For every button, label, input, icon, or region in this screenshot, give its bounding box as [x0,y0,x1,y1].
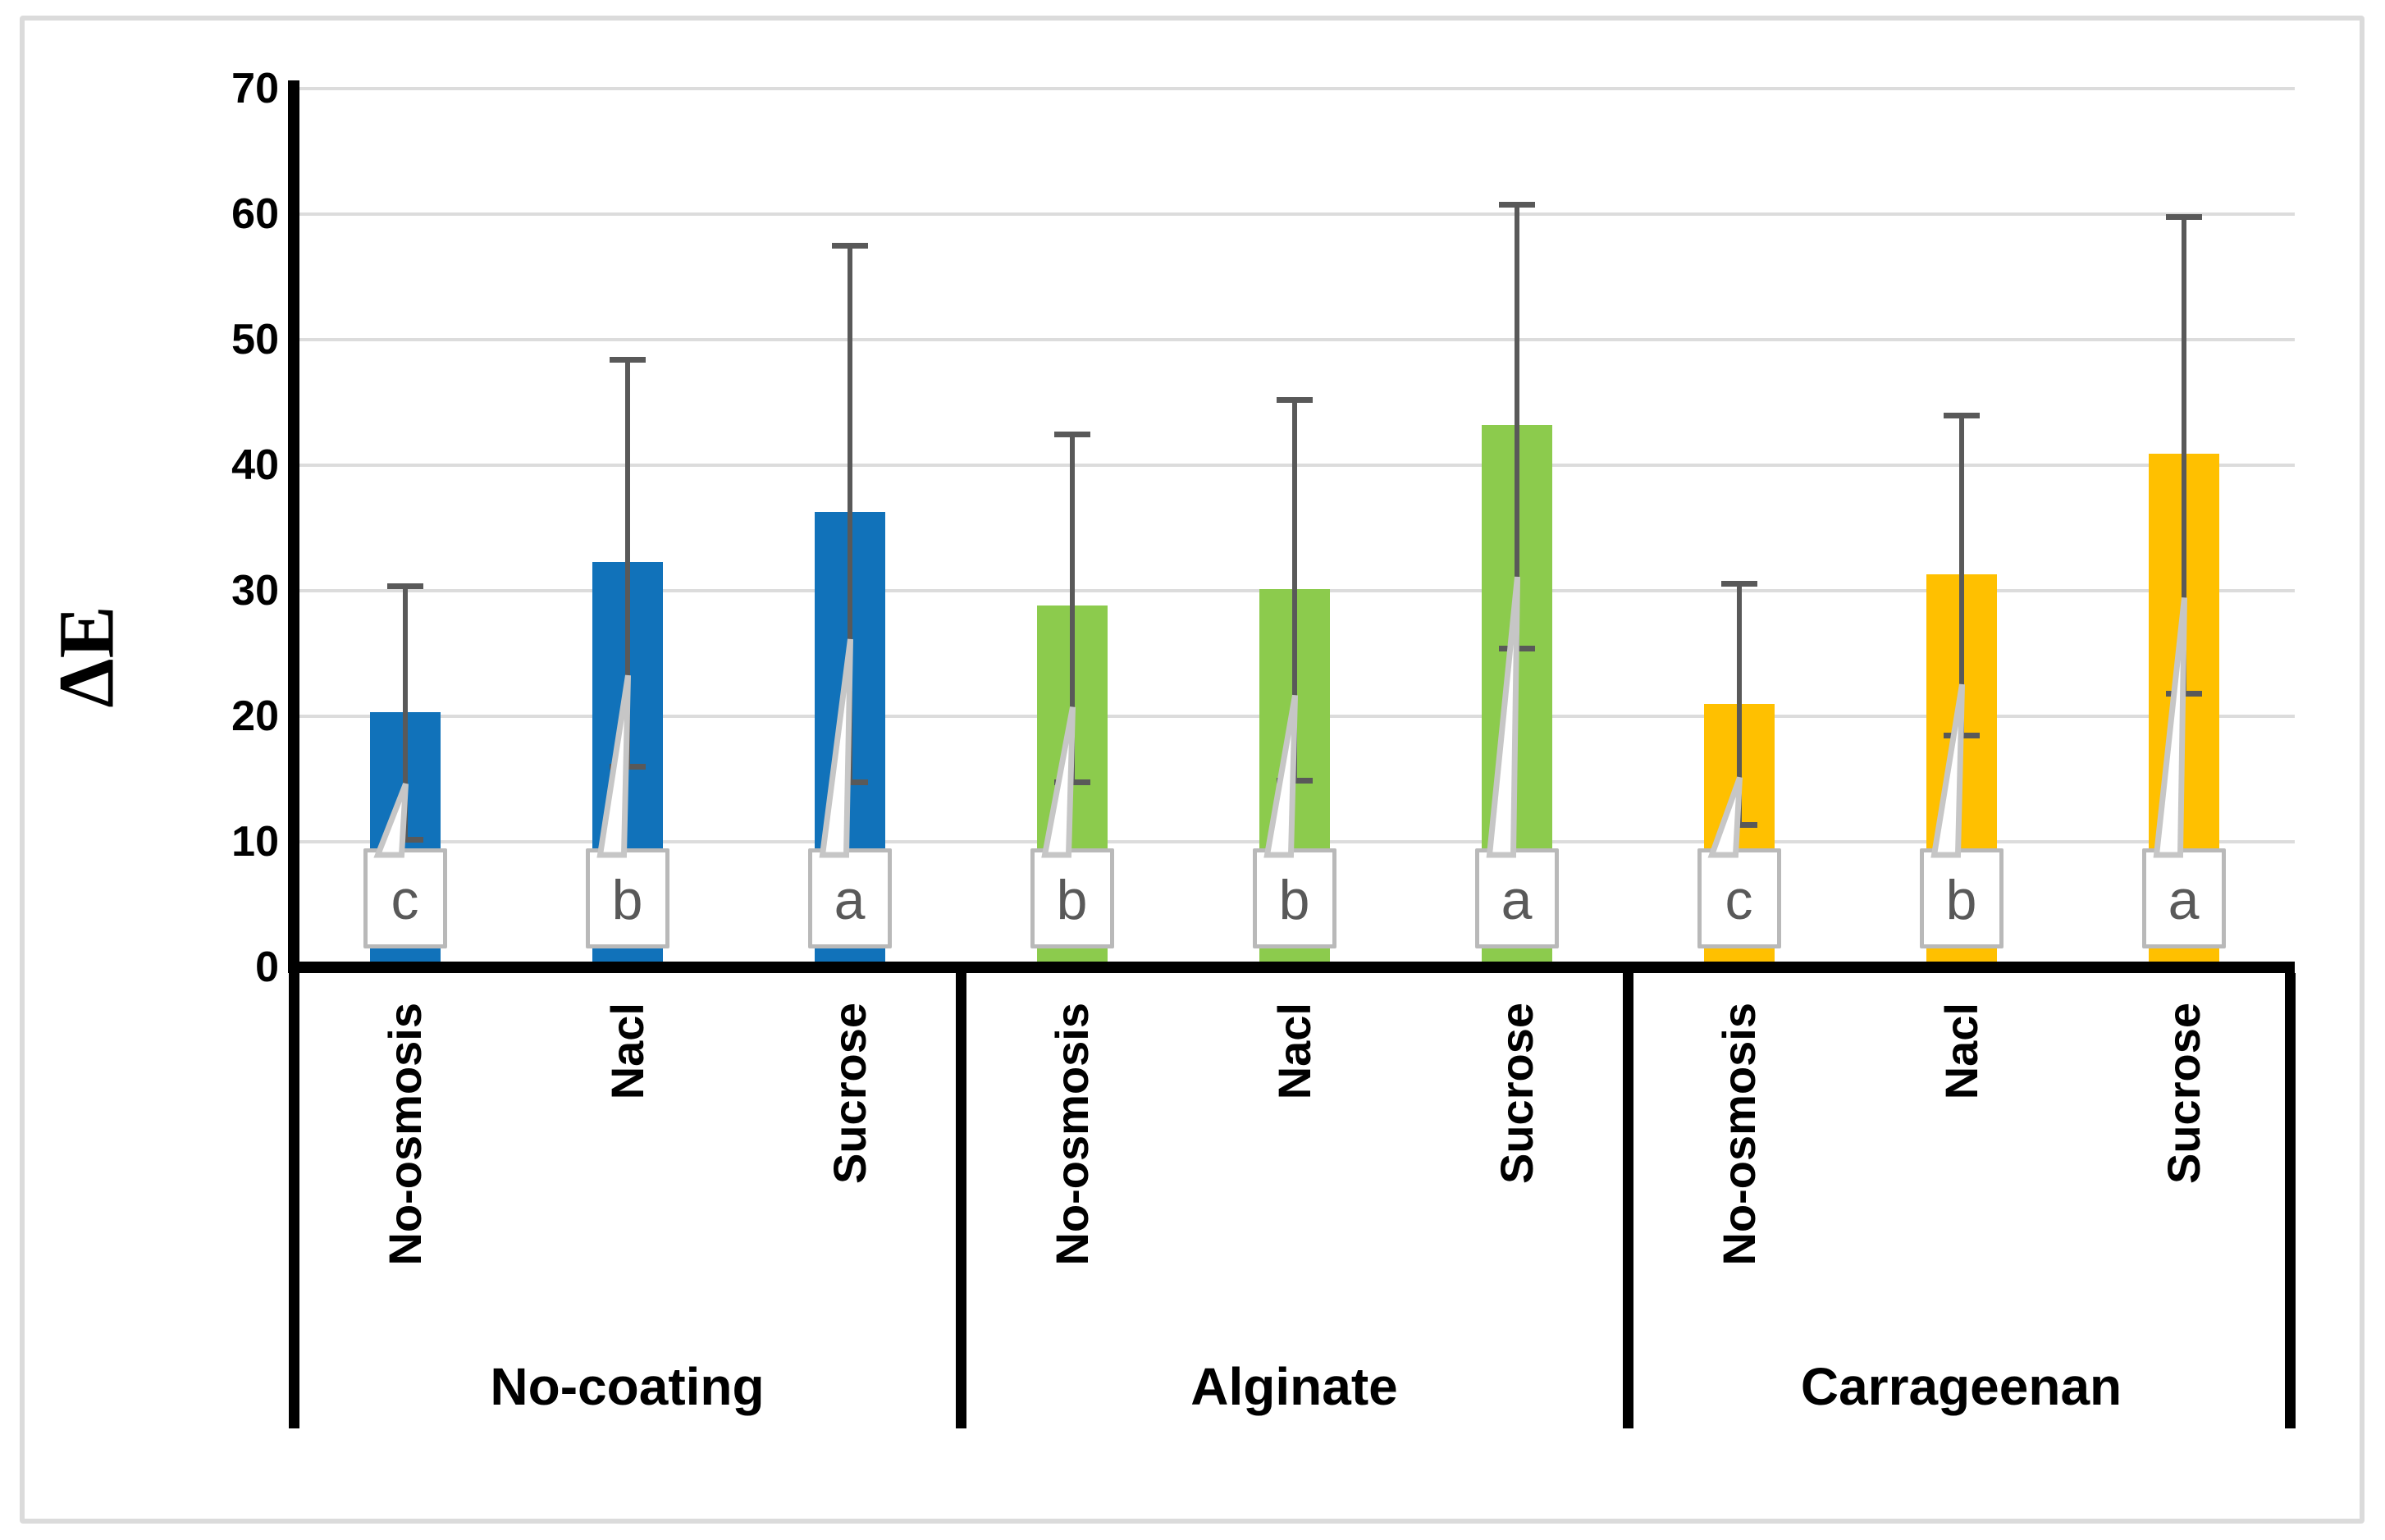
significance-callout: b [585,848,669,948]
category-label: Sucrose [2157,1003,2209,1184]
significance-callout: a [807,848,892,948]
category-label: Nacl [601,1003,653,1100]
category-label: Nacl [1935,1003,1987,1100]
group-label: Carrageenan [1800,1357,2122,1416]
significance-letter: c [391,869,419,931]
leader-line [1707,776,1743,858]
error-bar [2181,217,2186,694]
error-bar [1958,414,1964,735]
y-axis-line [288,80,299,973]
category-label: No-osmosis [378,1003,431,1266]
significance-callout: b [1252,848,1336,948]
significance-callout: c [363,848,447,948]
leader-line [1486,576,1520,858]
significance-letter: c [1725,869,1753,931]
y-tick-label: 0 [255,944,279,991]
group-label: Alginate [1190,1357,1398,1416]
category-label: No-osmosis [1712,1003,1765,1266]
category-label: Sucrose [1490,1003,1542,1184]
group-label: No-coating [490,1357,765,1416]
error-bar-top-cap [1720,580,1757,587]
category-label: No-osmosis [1045,1003,1098,1266]
gridline [294,212,2295,216]
category-label: Sucrose [823,1003,875,1184]
error-bar [1736,583,1742,825]
leader-line [1041,706,1076,858]
error-bar [1069,433,1075,782]
error-bar [1291,400,1297,781]
gridline [294,87,2295,90]
error-bar [624,359,630,767]
error-bar-top-cap [1276,397,1313,404]
error-bar [1514,203,1519,649]
significance-letter: b [1945,869,1977,931]
significance-letter: b [1278,869,1310,931]
leader-line [1930,683,1965,858]
error-bar [402,585,408,839]
y-axis-title: ΔE [42,605,130,708]
y-tick-label: 10 [231,818,279,866]
significance-letter: b [611,869,643,931]
significance-callout: c [1697,848,1781,948]
error-bar-top-cap [831,243,868,249]
significance-callout: a [2141,848,2226,948]
category-divider-line [1622,973,1633,1428]
y-axis-title-wrap: ΔE [25,574,148,738]
significance-letter: b [1056,869,1088,931]
category-divider-line [955,973,966,1428]
leader-line [2153,597,2187,858]
gridline [294,338,2295,341]
leader-line [819,638,853,858]
leader-line [373,783,409,858]
significance-letter: a [1501,869,1533,931]
leader-line [1263,694,1298,858]
error-bar-top-cap [386,583,423,589]
category-label: Nacl [1268,1003,1320,1100]
category-divider-line [288,973,299,1428]
y-tick-label: 70 [231,65,279,112]
significance-callout: b [1919,848,2003,948]
y-tick-label: 40 [231,441,279,489]
category-divider-line [2284,973,2296,1428]
significance-letter: a [2168,869,2200,931]
significance-callout: a [1474,848,1559,948]
error-bar [847,245,852,782]
y-tick-label: 60 [231,190,279,238]
error-bar-top-cap [2165,214,2202,221]
error-bar-top-cap [1498,201,1535,208]
significance-callout: b [1030,848,1114,948]
significance-letter: a [834,869,866,931]
error-bar-top-cap [1053,431,1090,437]
error-bar-top-cap [609,357,646,363]
error-bar-top-cap [1943,412,1980,418]
x-axis-line [288,962,2295,973]
leader-line [596,674,631,858]
y-tick-label: 20 [231,692,279,740]
y-tick-label: 50 [231,316,279,363]
y-tick-label: 30 [231,567,279,615]
